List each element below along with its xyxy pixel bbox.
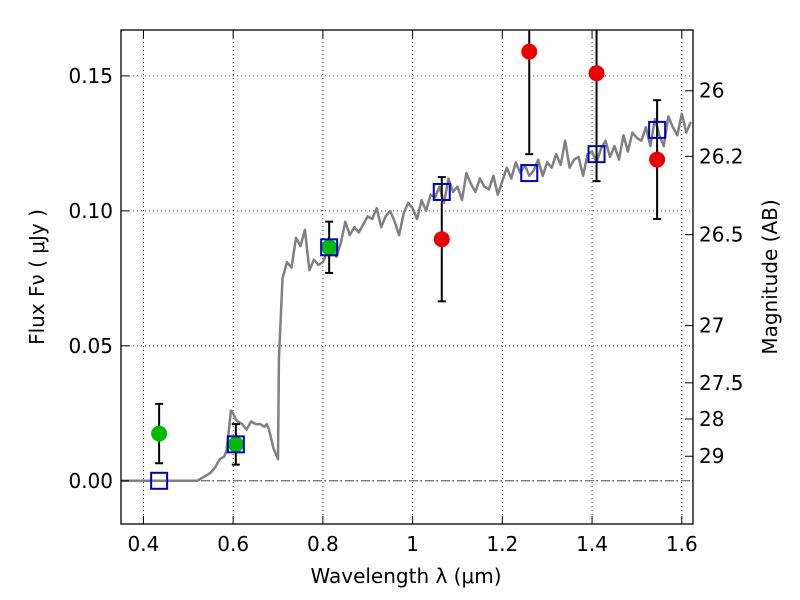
y-tick-label: 0.00 [68, 469, 113, 493]
y-tick-label: 0.15 [68, 64, 113, 88]
x-axis-title: Wavelength λ (μm) [310, 564, 501, 588]
spectrum-line [121, 112, 692, 483]
model-flux-marker [648, 120, 667, 139]
model-flux-marker [587, 145, 606, 164]
plot-frame [120, 29, 694, 525]
axes-ticks: 0.4 0.6 0.8 1 1.2 1.4 1.6 0.00 0.05 0.10 0.15 26 26.… [68, 30, 744, 556]
model-flux-marker [320, 238, 339, 257]
mag-tick-label: 26.2 [699, 144, 744, 168]
y2-axis-title: Magnitude (AB) [758, 199, 782, 354]
measurement-point [433, 231, 450, 248]
mag-tick-label: 27.5 [699, 371, 744, 395]
mag-tick-label: 26.5 [699, 223, 744, 247]
measurement-point [521, 43, 538, 60]
x-tick-label: 1.2 [486, 532, 518, 556]
mag-tick-label: 28 [699, 407, 724, 431]
x-tick-label: 0.4 [128, 532, 160, 556]
x-tick-label: 1 [406, 532, 419, 556]
model-flux-marker [226, 435, 245, 454]
mag-tick-label: 26 [699, 79, 724, 103]
mag-tick-label: 27 [699, 314, 724, 338]
x-tick-label: 1.4 [576, 532, 608, 556]
detection-point [227, 436, 244, 453]
model-flux-marker [150, 471, 169, 490]
measurement-point [588, 65, 605, 82]
detection-point [321, 239, 338, 256]
x-tick-label: 1.6 [666, 532, 698, 556]
model-flux-marker [432, 182, 451, 201]
mag-tick-label: 29 [699, 444, 724, 468]
y-axis-title: Flux Fν ( μJy ) [25, 209, 49, 345]
x-tick-label: 0.6 [217, 532, 249, 556]
measurement-point [649, 151, 666, 168]
y-tick-label: 0.05 [68, 334, 113, 358]
detection-point [151, 425, 168, 442]
model-flux-marker [520, 164, 539, 183]
y-tick-label: 0.10 [68, 199, 113, 223]
x-tick-label: 0.8 [307, 532, 339, 556]
plot-data [121, 30, 692, 490]
